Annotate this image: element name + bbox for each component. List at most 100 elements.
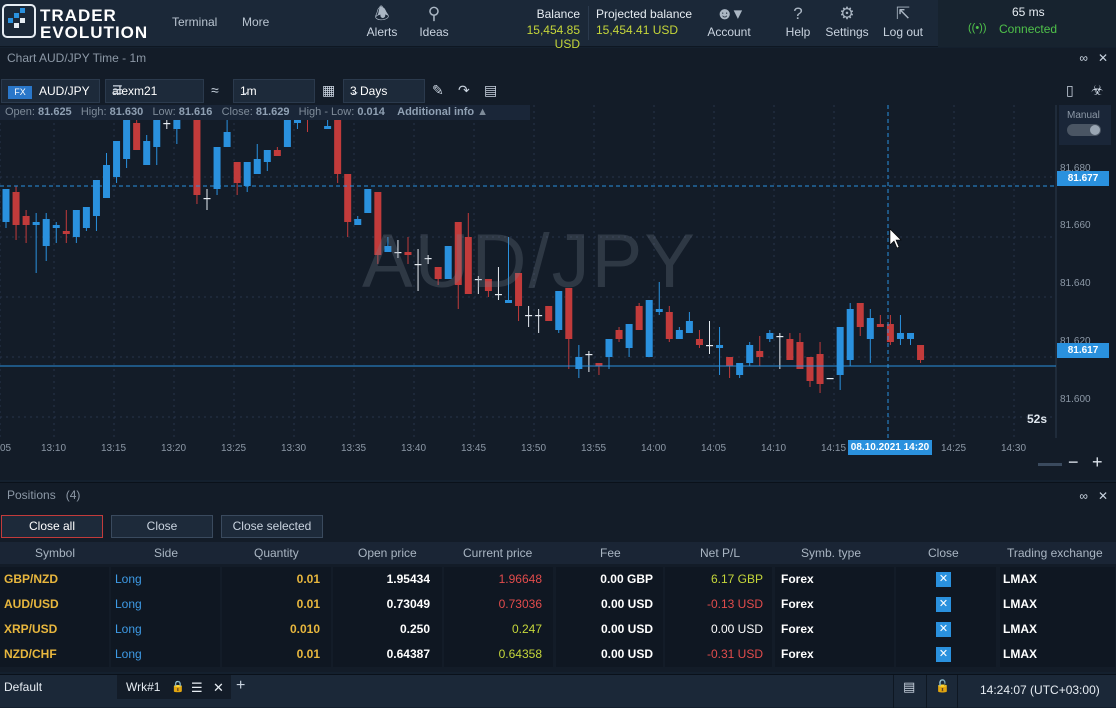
x-tick: 13:30 — [281, 443, 307, 454]
cell-background — [444, 592, 553, 617]
link-icon[interactable]: ∞ — [1079, 51, 1088, 65]
candlestick-chart[interactable] — [0, 105, 1116, 438]
cell-quantity: 0.01 — [296, 647, 320, 661]
template-icon[interactable]: ▤ — [484, 82, 498, 98]
cell-open-price: 1.95434 — [386, 572, 430, 586]
cell-background — [775, 592, 894, 617]
settings-button[interactable]: ⚙ Settings — [823, 3, 871, 39]
workspace-name[interactable]: Default — [4, 680, 43, 694]
candle-body — [655, 309, 663, 312]
indicator-icon[interactable]: ↷ — [458, 82, 470, 98]
col-side[interactable]: Side — [154, 546, 179, 560]
close-position-icon[interactable]: ✕ — [936, 622, 951, 637]
col-close[interactable]: Close — [928, 546, 959, 560]
candle-body — [133, 123, 141, 150]
manual-scale-toggle[interactable]: Manual — [1059, 105, 1111, 145]
close-position-icon[interactable]: ✕ — [936, 647, 951, 662]
timeframe-dropdown[interactable]: 1m ⌄ — [233, 79, 315, 103]
candle-body — [113, 141, 121, 177]
table-row[interactable]: AUD/USD Long 0.01 0.73049 0.73036 0.00 USD -0.… — [0, 592, 1116, 617]
table-row[interactable]: GBP/NZD Long 0.01 1.95434 1.96648 0.00 GBP 6.1… — [0, 567, 1116, 592]
x-tick: 13:55 — [581, 443, 607, 454]
projected-balance-value: 15,454.41 USD — [596, 23, 679, 37]
chart-watermark: AUD/JPY — [362, 219, 697, 304]
zoom-out-icon[interactable]: − — [1068, 452, 1079, 472]
candle-body — [786, 339, 794, 360]
col-fee[interactable]: Fee — [600, 546, 621, 560]
col-symb-type[interactable]: Symb. type — [801, 546, 862, 560]
candle-body — [223, 132, 231, 147]
cell-exchange: LMAX — [1003, 572, 1037, 586]
nav-terminal[interactable]: Terminal — [172, 15, 218, 29]
col-quantity[interactable]: Quantity — [254, 546, 299, 560]
candle-body — [796, 342, 804, 369]
x-tick: 13:10 — [41, 443, 67, 454]
alerts-button[interactable]: 🕭 Alerts — [362, 3, 402, 39]
close-position-icon[interactable]: ✕ — [936, 572, 951, 587]
lock-icon[interactable]: 🔒 — [171, 681, 185, 693]
candle-body — [143, 141, 151, 165]
cell-symb-type: Forex — [781, 647, 814, 661]
scroll-handle[interactable] — [1038, 463, 1062, 466]
order-icon[interactable]: ▯ — [1066, 82, 1074, 98]
table-row[interactable]: XRP/USD Long 0.010 0.250 0.247 0.00 USD 0.00 U… — [0, 617, 1116, 642]
candle-body — [836, 327, 844, 375]
link-icon[interactable]: ∞ — [1079, 489, 1088, 503]
low-label: Low: — [152, 106, 176, 118]
lock-icon[interactable]: 🔓 — [935, 679, 950, 693]
candle-body — [334, 105, 342, 174]
chart-panel-controls: ∞ ✕ — [1079, 51, 1108, 65]
candle-body — [82, 207, 90, 228]
divider — [926, 675, 927, 708]
col-net-pl[interactable]: Net P/L — [700, 546, 741, 560]
basket-icon[interactable]: ☣ — [1091, 82, 1104, 98]
close-icon[interactable]: ✕ — [1097, 51, 1108, 65]
account-button[interactable]: ☻▾ Account — [704, 3, 754, 39]
log-icon[interactable]: ▤ — [903, 679, 916, 694]
cell-background — [333, 592, 442, 617]
zoom-in-icon[interactable]: + — [1092, 452, 1103, 472]
cell-background — [0, 592, 109, 617]
candle-body — [595, 363, 603, 366]
range-dropdown[interactable]: 3 Days ⌄ — [343, 79, 425, 103]
cell-symb-type: Forex — [781, 622, 814, 636]
cell-background — [0, 617, 109, 642]
cell-background — [665, 642, 772, 667]
cell-exchange: LMAX — [1003, 597, 1037, 611]
manual-switch[interactable] — [1067, 124, 1101, 136]
table-row[interactable]: NZD/CHF Long 0.01 0.64387 0.64358 0.00 USD -0.… — [0, 642, 1116, 667]
add-tab-icon[interactable]: + — [236, 677, 246, 694]
symbol-type-badge: FX — [8, 86, 32, 99]
crosshair-time-badge: 08.10.2021 14:20 — [848, 440, 932, 455]
cell-background — [556, 592, 663, 617]
cell-symb-type: Forex — [781, 597, 814, 611]
candles-icon[interactable]: ▦ — [322, 82, 336, 98]
help-button[interactable]: ? Help — [783, 3, 813, 39]
symbol-selector[interactable]: FX AUD/JPY — [1, 79, 100, 103]
cell-net-pl: 6.17 GBP — [710, 572, 763, 586]
close-button[interactable]: Close — [111, 515, 213, 538]
col-trading-exchange[interactable]: Trading exchange — [1007, 546, 1103, 560]
x-tick: 14:30 — [1001, 443, 1027, 454]
close-selected-button[interactable]: Close selected — [221, 515, 323, 538]
close-position-icon[interactable]: ✕ — [936, 597, 951, 612]
logout-button[interactable]: ⇱ Log out — [880, 3, 926, 39]
nav-more[interactable]: More — [242, 15, 270, 29]
ideas-button[interactable]: ⚲ Ideas — [414, 3, 454, 39]
pencil-icon[interactable]: ✎ — [432, 82, 444, 98]
additional-info-toggle[interactable]: Additional info — [397, 106, 475, 118]
account-selector[interactable]: alexm21 ☰ — [105, 79, 204, 103]
close-tab-icon[interactable]: ✕ — [213, 680, 224, 695]
brand-logo[interactable]: TRADER EVOLUTION — [2, 4, 157, 42]
col-open-price[interactable]: Open price — [358, 546, 417, 560]
close-all-button[interactable]: Close all — [1, 515, 103, 538]
gear-icon: ⚙ — [839, 4, 855, 23]
workspace-tab[interactable]: Wrk#1 🔒 ☰ ✕ — [117, 675, 231, 699]
caret-up-icon[interactable]: ▲ — [477, 106, 489, 118]
col-symbol[interactable]: Symbol — [35, 546, 76, 560]
close-icon[interactable]: ✕ — [1097, 489, 1108, 503]
col-current-price[interactable]: Current price — [463, 546, 533, 560]
chart-style-icon[interactable]: ≈ — [211, 82, 219, 98]
cell-net-pl: 0.00 USD — [710, 622, 763, 636]
edit-icon[interactable]: ☰ — [191, 680, 203, 695]
